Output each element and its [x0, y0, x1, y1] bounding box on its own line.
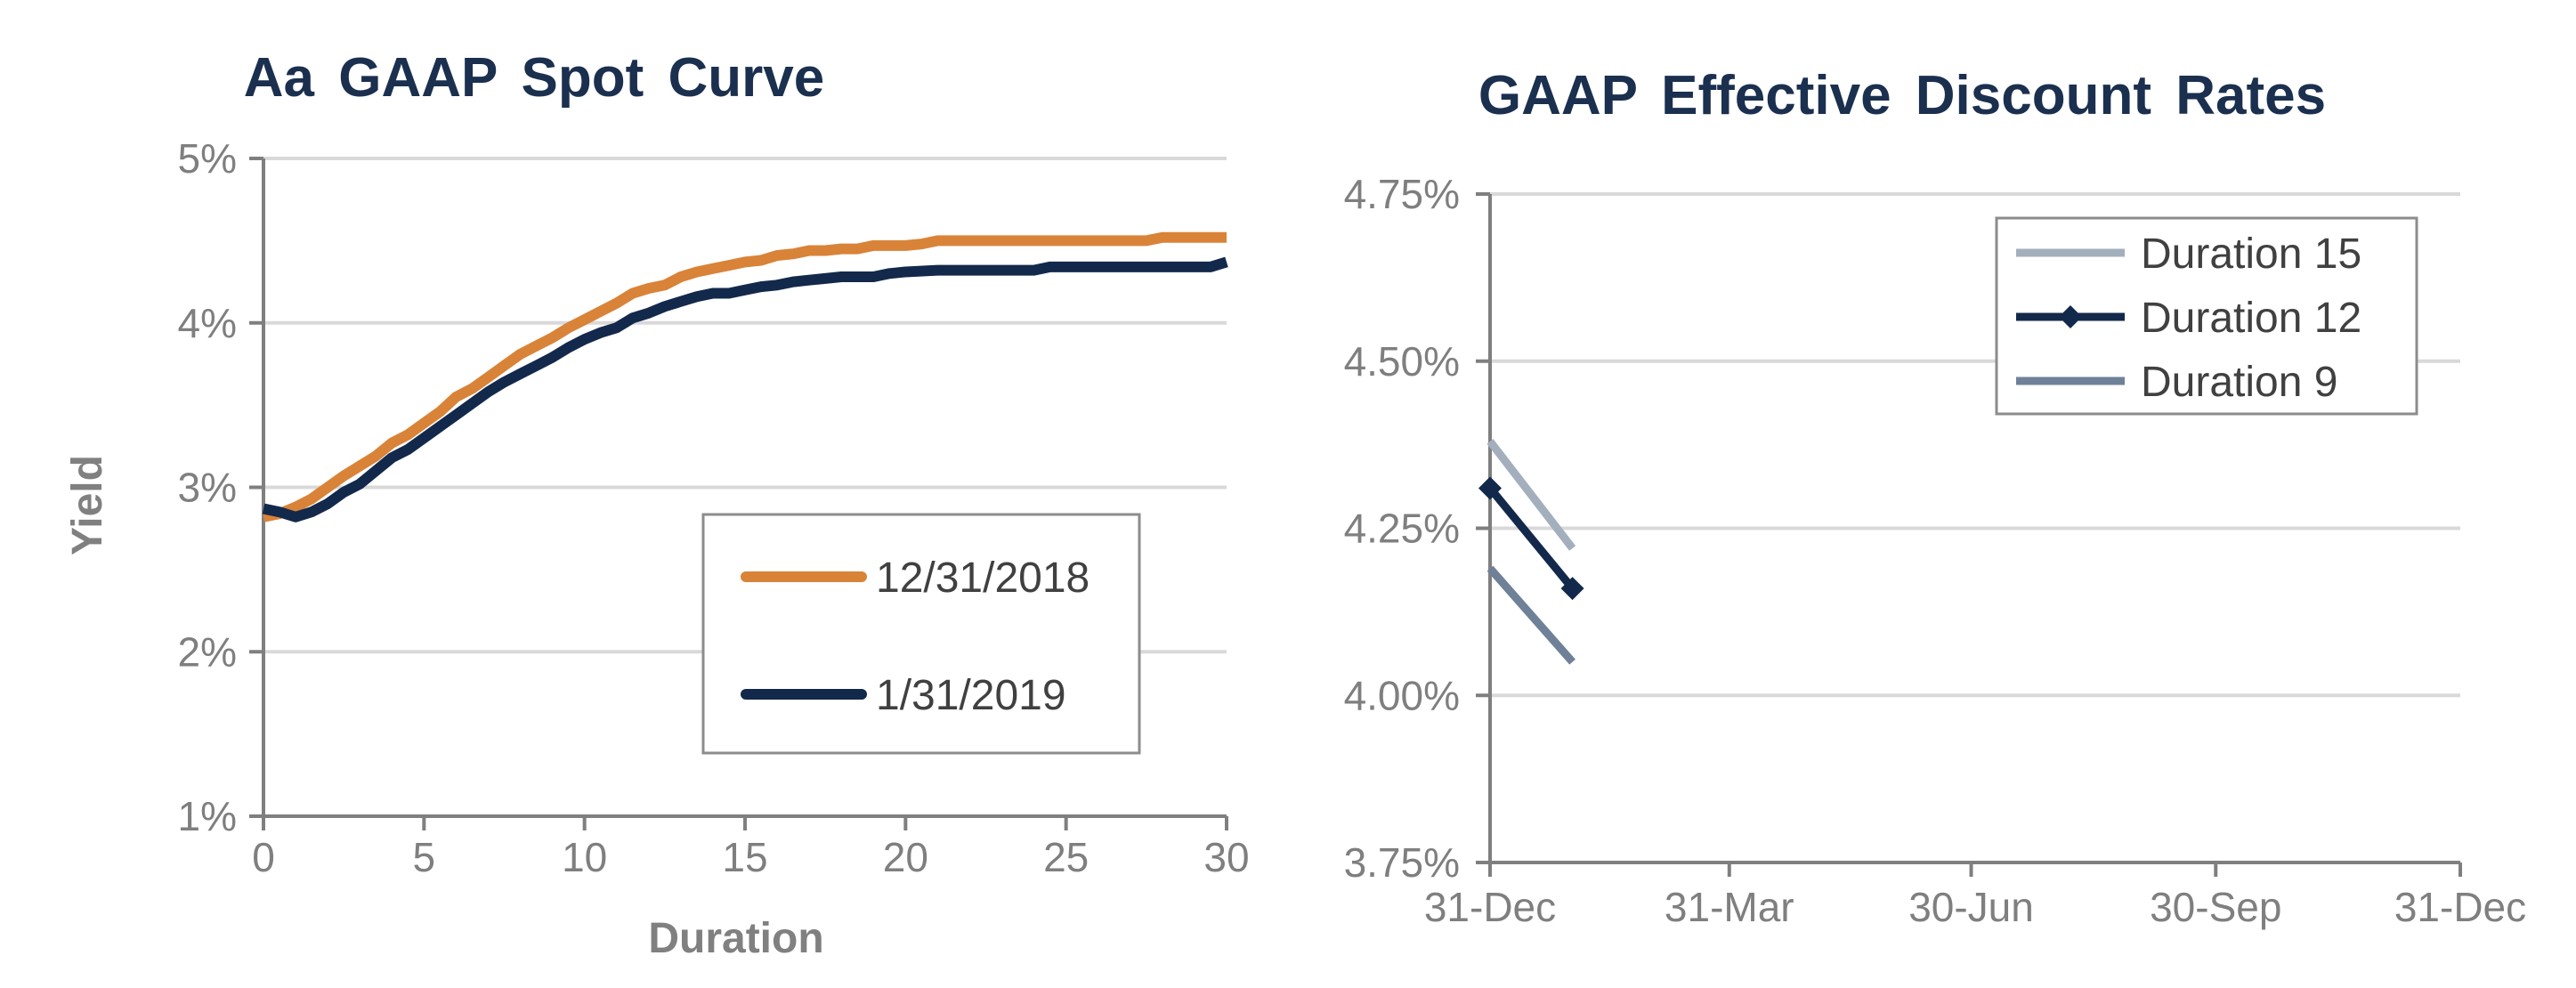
spot-curve-plot: 1% 2% 3% 4% 5% 0 5 10 15 20 25 30 Duration Yield 12/31… [64, 135, 1250, 962]
series-line [1486, 439, 1576, 551]
legend-label: 1/31/2019 [876, 672, 1066, 719]
y-tick-label: 4.75% [1344, 171, 1460, 217]
legend-label: Duration 15 [2141, 231, 2361, 278]
legend-label: Duration 12 [2141, 295, 2361, 342]
y-tick-label: 2% [178, 628, 237, 675]
series-line [1486, 485, 1576, 591]
x-tick-label: 31-Dec [1424, 884, 1556, 930]
x-tick-label: 31-Mar [1665, 884, 1794, 930]
y-tick-label: 4.25% [1344, 506, 1460, 552]
x-tick-label: 10 [562, 834, 607, 880]
legend-box [701, 513, 1141, 755]
x-tick-label: 25 [1043, 834, 1089, 880]
x-tick-label: 0 [252, 834, 275, 880]
discount-rates-plot: 3.75% 4.00% 4.25% 4.50% 4.75% 31-Dec 31-Mar 30-… [1344, 171, 2527, 930]
y-tick-label: 5% [178, 135, 237, 182]
legend-label: Duration 9 [2141, 359, 2337, 406]
y-tick-label: 4% [178, 300, 237, 346]
y-tick-label: 4.00% [1344, 672, 1460, 718]
series-marker [1560, 577, 1584, 601]
y-tick-label: 4.50% [1344, 338, 1460, 385]
x-tick-label: 20 [883, 834, 928, 880]
series-line [262, 256, 1228, 522]
x-tick-label: 30-Jun [1908, 884, 2034, 930]
y-tick-label: 3.75% [1344, 839, 1460, 886]
chart-title: Aa GAAP Spot Curve [243, 47, 825, 109]
x-axis-title: Duration [648, 915, 823, 962]
legend-marker [2059, 305, 2082, 328]
x-tick-label: 15 [722, 834, 767, 880]
series-marker [1478, 476, 1502, 500]
x-tick-label: 31-Dec [2394, 884, 2526, 930]
legend-label: 12/31/2018 [876, 555, 1090, 602]
x-tick-label: 30-Sep [2150, 884, 2281, 930]
x-tick-label: 30 [1203, 834, 1249, 880]
y-axis-title: Yield [64, 455, 111, 555]
y-tick-label: 1% [178, 793, 237, 839]
x-tick-label: 5 [413, 834, 436, 880]
y-tick-label: 3% [178, 465, 237, 511]
series-line [1486, 565, 1576, 665]
series-line [262, 231, 1227, 522]
spot-curve-chart: Aa GAAP Spot Curve 1% 2% 3% 4% 5% 0 5 10 15 20 25 3… [64, 47, 1250, 962]
chart-title: GAAP Effective Discount Rates [1478, 65, 2327, 126]
discount-rates-chart: GAAP Effective Discount Rates 3.75% 4.00%… [1288, 0, 2576, 988]
